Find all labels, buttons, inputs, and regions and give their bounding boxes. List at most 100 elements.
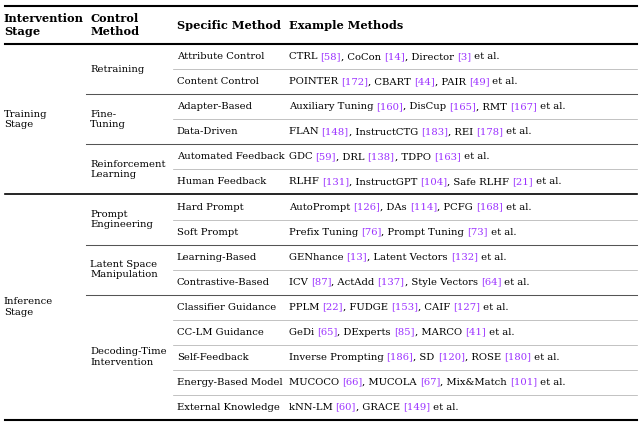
- Text: et al.: et al.: [430, 403, 459, 412]
- Text: [87]: [87]: [310, 277, 331, 286]
- Text: ICV: ICV: [289, 277, 310, 286]
- Text: CC-LM Guidance: CC-LM Guidance: [177, 327, 264, 337]
- Text: Control
Method: Control Method: [90, 14, 140, 37]
- Text: kNN-LM: kNN-LM: [289, 403, 335, 412]
- Text: Fine-
Tuning: Fine- Tuning: [90, 110, 126, 129]
- Text: Attribute Control: Attribute Control: [177, 52, 264, 61]
- Text: [59]: [59]: [316, 152, 336, 162]
- Text: [127]: [127]: [453, 302, 480, 312]
- Text: [148]: [148]: [321, 127, 349, 137]
- Text: , PCFG: , PCFG: [437, 203, 476, 212]
- Text: [160]: [160]: [376, 102, 403, 111]
- Text: [167]: [167]: [510, 102, 537, 111]
- Text: , CoCon: , CoCon: [340, 52, 384, 61]
- Text: , InstructGPT: , InstructGPT: [349, 178, 420, 187]
- Text: Prefix Tuning: Prefix Tuning: [289, 228, 361, 236]
- Text: , ROSE: , ROSE: [465, 353, 504, 362]
- Text: Automated Feedback: Automated Feedback: [177, 152, 284, 162]
- Text: , Safe RLHF: , Safe RLHF: [447, 178, 513, 187]
- Text: Latent Space
Manipulation: Latent Space Manipulation: [90, 260, 158, 279]
- Text: , DisCup: , DisCup: [403, 102, 449, 111]
- Text: Soft Prompt: Soft Prompt: [177, 228, 238, 236]
- Text: Self-Feedback: Self-Feedback: [177, 353, 248, 362]
- Text: Inference
Stage: Inference Stage: [4, 297, 53, 317]
- Text: POINTER: POINTER: [289, 77, 341, 86]
- Text: CTRL: CTRL: [289, 52, 320, 61]
- Text: et al.: et al.: [537, 378, 566, 387]
- Text: MUCOCO: MUCOCO: [289, 378, 342, 387]
- Text: et al.: et al.: [531, 353, 559, 362]
- Text: , FUDGE: , FUDGE: [342, 302, 391, 312]
- Text: [172]: [172]: [341, 77, 368, 86]
- Text: [21]: [21]: [513, 178, 533, 187]
- Text: , SD: , SD: [413, 353, 438, 362]
- Text: et al.: et al.: [533, 178, 562, 187]
- Text: Intervention
Stage: Intervention Stage: [4, 14, 84, 37]
- Text: , DRL: , DRL: [336, 152, 367, 162]
- Text: [186]: [186]: [387, 353, 413, 362]
- Text: et al.: et al.: [501, 277, 530, 286]
- Text: GeDi: GeDi: [289, 327, 317, 337]
- Text: [3]: [3]: [457, 52, 471, 61]
- Text: Content Control: Content Control: [177, 77, 259, 86]
- Text: [58]: [58]: [320, 52, 340, 61]
- Text: [64]: [64]: [481, 277, 501, 286]
- Text: [66]: [66]: [342, 378, 362, 387]
- Text: Contrastive-Based: Contrastive-Based: [177, 277, 269, 286]
- Text: , MUCOLA: , MUCOLA: [362, 378, 420, 387]
- Text: [13]: [13]: [346, 253, 367, 261]
- Text: PPLM: PPLM: [289, 302, 322, 312]
- Text: [22]: [22]: [322, 302, 342, 312]
- Text: et al.: et al.: [489, 77, 518, 86]
- Text: [178]: [178]: [476, 127, 503, 137]
- Text: FLAN: FLAN: [289, 127, 321, 137]
- Text: et al.: et al.: [488, 228, 516, 236]
- Text: Training
Stage: Training Stage: [4, 110, 47, 129]
- Text: [44]: [44]: [414, 77, 435, 86]
- Text: [163]: [163]: [434, 152, 461, 162]
- Text: Energy-Based Model: Energy-Based Model: [177, 378, 282, 387]
- Text: et al.: et al.: [486, 327, 514, 337]
- Text: Inverse Prompting: Inverse Prompting: [289, 353, 387, 362]
- Text: et al.: et al.: [502, 203, 531, 212]
- Text: Reinforcement
Learning: Reinforcement Learning: [90, 160, 166, 179]
- Text: , DAs: , DAs: [380, 203, 410, 212]
- Text: , TDPO: , TDPO: [394, 152, 434, 162]
- Text: , InstructCTG: , InstructCTG: [349, 127, 421, 137]
- Text: , PAIR: , PAIR: [435, 77, 468, 86]
- Text: [73]: [73]: [467, 228, 488, 236]
- Text: [49]: [49]: [468, 77, 489, 86]
- Text: Adapter-Based: Adapter-Based: [177, 102, 252, 111]
- Text: AutoPrompt: AutoPrompt: [289, 203, 353, 212]
- Text: et al.: et al.: [503, 127, 532, 137]
- Text: Retraining: Retraining: [90, 65, 145, 74]
- Text: GDC: GDC: [289, 152, 316, 162]
- Text: [120]: [120]: [438, 353, 465, 362]
- Text: [101]: [101]: [510, 378, 537, 387]
- Text: Data-Driven: Data-Driven: [177, 127, 238, 137]
- Text: , ActAdd: , ActAdd: [331, 277, 378, 286]
- Text: , Mix&Match: , Mix&Match: [440, 378, 510, 387]
- Text: Learning-Based: Learning-Based: [177, 253, 257, 261]
- Text: , Prompt Tuning: , Prompt Tuning: [381, 228, 467, 236]
- Text: et al.: et al.: [480, 302, 509, 312]
- Text: [131]: [131]: [322, 178, 349, 187]
- Text: [183]: [183]: [421, 127, 448, 137]
- Text: [153]: [153]: [391, 302, 418, 312]
- Text: [165]: [165]: [449, 102, 476, 111]
- Text: RLHF: RLHF: [289, 178, 322, 187]
- Text: [137]: [137]: [378, 277, 404, 286]
- Text: et al.: et al.: [537, 102, 566, 111]
- Text: , GRACE: , GRACE: [356, 403, 403, 412]
- Text: , Director: , Director: [404, 52, 457, 61]
- Text: [180]: [180]: [504, 353, 531, 362]
- Text: Human Feedback: Human Feedback: [177, 178, 266, 187]
- Text: [126]: [126]: [353, 203, 380, 212]
- Text: [60]: [60]: [335, 403, 356, 412]
- Text: Prompt
Engineering: Prompt Engineering: [90, 210, 153, 229]
- Text: [14]: [14]: [384, 52, 404, 61]
- Text: , RMT: , RMT: [476, 102, 510, 111]
- Text: , Style Vectors: , Style Vectors: [404, 277, 481, 286]
- Text: GENhance: GENhance: [289, 253, 346, 261]
- Text: et al.: et al.: [461, 152, 489, 162]
